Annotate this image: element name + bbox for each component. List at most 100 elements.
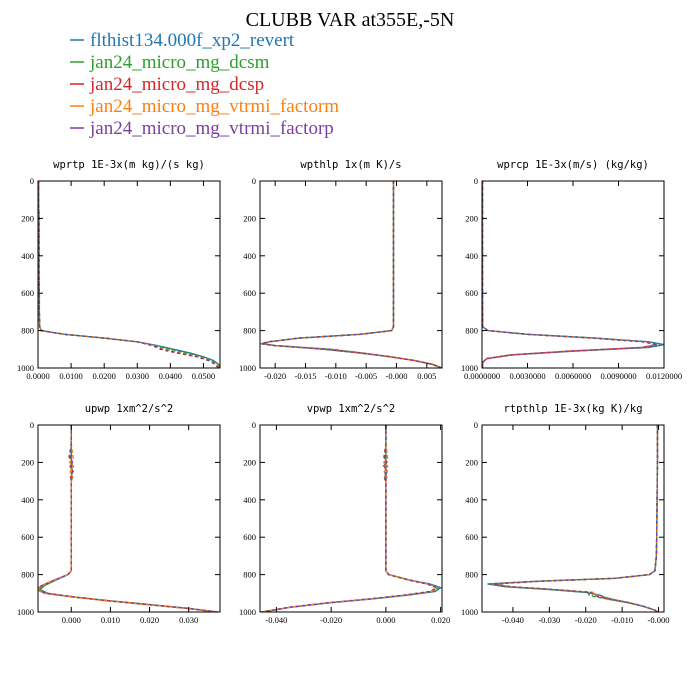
x-tick-label: 0.0120000 — [646, 371, 682, 381]
plot-frame — [481, 424, 665, 613]
series-line — [482, 181, 662, 368]
y-tick-label: 800 — [21, 570, 34, 580]
x-tick-label: 0.010 — [101, 615, 120, 625]
y-tick-label: 800 — [243, 326, 256, 336]
plot-frame — [259, 424, 443, 613]
y-tick-label: 0 — [474, 420, 478, 430]
x-tick-label: 0.000 — [376, 615, 395, 625]
y-tick-label: 800 — [21, 326, 34, 336]
subplot: rtpthlp 1E-3x(kg K)/kg 0 200 400 600 800 1000 -… — [461, 403, 670, 625]
series-group — [261, 425, 442, 612]
series-line — [38, 181, 220, 368]
y-tick-label: 400 — [21, 495, 34, 505]
x-tick-label: 0.005 — [417, 371, 436, 381]
x-tick-label: -0.005 — [355, 371, 377, 381]
x-tick-label: 0.0300 — [126, 371, 149, 381]
y-tick-label: 600 — [21, 532, 34, 542]
subplot: wpthlp 1x(m K)/s02004006008001000-0.020-… — [239, 159, 443, 381]
y-tick-label: 200 — [21, 457, 34, 467]
y-tick-label: 800 — [465, 570, 478, 580]
x-tick-label: 0.030 — [179, 615, 198, 625]
x-tick-label: -0.040 — [265, 615, 287, 625]
series-line — [487, 425, 659, 612]
subplot-title: vpwp 1xm^2/s^2 — [307, 403, 396, 415]
subplot-title: wpthlp 1x(m K)/s — [300, 159, 401, 171]
y-tick-label: 400 — [465, 495, 478, 505]
y-tick-label: 0 — [30, 176, 34, 186]
subplot: vpwp 1xm^2/s^2 0 200 400 600 800 1000 -0.040 -0.… — [239, 403, 450, 625]
figure-title: CLUBB VAR at355E,-5N — [246, 9, 455, 31]
series-line — [38, 181, 220, 368]
legend-entry: jan24_micro_mg_dcsm — [89, 52, 270, 73]
plot-frame — [37, 180, 221, 369]
series-line — [492, 425, 659, 612]
y-tick-label: 600 — [243, 532, 256, 542]
x-tick-label: 0.0500 — [192, 371, 215, 381]
subplot: wprcp 1E-3x(m/s) (kg/kg) 0 200 400 600 800 100… — [461, 159, 682, 381]
series-group — [260, 181, 442, 368]
panels: wprtp 1E-3x(m kg)/(s kg) 0 200 400 600 800 100… — [17, 159, 682, 625]
plot-frame — [37, 424, 221, 613]
x-tick-label: 0.0030000 — [509, 371, 545, 381]
y-tick-label: 0 — [474, 176, 478, 186]
subplot-title: wprcp 1E-3x(m/s) (kg/kg) — [497, 159, 649, 171]
series-line — [261, 425, 439, 612]
y-tick-label: 400 — [243, 495, 256, 505]
y-tick-label: 400 — [465, 251, 478, 261]
x-tick-label: 0.0000000 — [464, 371, 500, 381]
series-line — [38, 181, 219, 368]
series-line — [38, 425, 217, 612]
x-tick-label: 0.020 — [140, 615, 159, 625]
series-line — [492, 425, 659, 612]
x-tick-label: -0.000 — [648, 615, 670, 625]
x-tick-label: 0.0090000 — [600, 371, 636, 381]
series-group — [38, 181, 220, 368]
x-tick-label: -0.030 — [538, 615, 560, 625]
plot-frame — [259, 180, 443, 369]
series-line — [38, 425, 219, 612]
series-group — [487, 425, 659, 612]
y-tick-label: 800 — [243, 570, 256, 580]
y-tick-label: 1000 — [461, 607, 478, 617]
legend-entry: flthist134.000f_xp2_revert — [90, 30, 295, 51]
legend-entry: jan24_micro_mg_vtrmi_factorp — [89, 118, 334, 139]
y-tick-label: 1000 — [239, 363, 256, 373]
series-line — [38, 181, 220, 368]
x-tick-label: 0.0100 — [59, 371, 82, 381]
series-line — [38, 425, 217, 612]
x-tick-label: -0.040 — [502, 615, 524, 625]
y-tick-label: 600 — [21, 288, 34, 298]
y-tick-label: 1000 — [17, 363, 34, 373]
series-line — [38, 425, 218, 612]
subplot: upwp 1xm^2/s^2 0 200 400 600 800 1000 0.000 0.01… — [17, 403, 221, 625]
x-tick-label: -0.010 — [611, 615, 633, 625]
legend-entry: jan24_micro_mg_vtrmi_factorm — [89, 96, 339, 117]
y-tick-label: 200 — [465, 457, 478, 467]
legend-entry: jan24_micro_mg_dcsp — [89, 74, 264, 95]
x-tick-label: -0.020 — [575, 615, 597, 625]
series-line — [38, 425, 218, 612]
subplot-title: rtpthlp 1E-3x(kg K)/kg — [503, 403, 642, 415]
subplot: wprtp 1E-3x(m kg)/(s kg) 0 200 400 600 800 100… — [17, 159, 221, 381]
y-tick-label: 1000 — [17, 607, 34, 617]
y-tick-label: 200 — [243, 213, 256, 223]
series-line — [261, 425, 439, 612]
x-tick-label: -0.020 — [264, 371, 286, 381]
x-tick-label: 0.000 — [62, 615, 81, 625]
series-line — [482, 181, 659, 368]
y-tick-label: 400 — [21, 251, 34, 261]
series-line — [482, 181, 664, 368]
series-line — [490, 425, 659, 612]
y-tick-label: 200 — [21, 213, 34, 223]
series-line — [261, 425, 439, 612]
series-line — [262, 425, 442, 612]
x-tick-label: 0.0000 — [26, 371, 49, 381]
y-tick-label: 0 — [30, 420, 34, 430]
y-tick-label: 800 — [465, 326, 478, 336]
x-tick-label: -0.015 — [295, 371, 317, 381]
series-line — [492, 425, 659, 612]
series-line — [261, 181, 442, 368]
legend: flthist134.000f_xp2_revertjan24_micro_mg… — [70, 30, 339, 139]
x-tick-label: -0.020 — [320, 615, 342, 625]
